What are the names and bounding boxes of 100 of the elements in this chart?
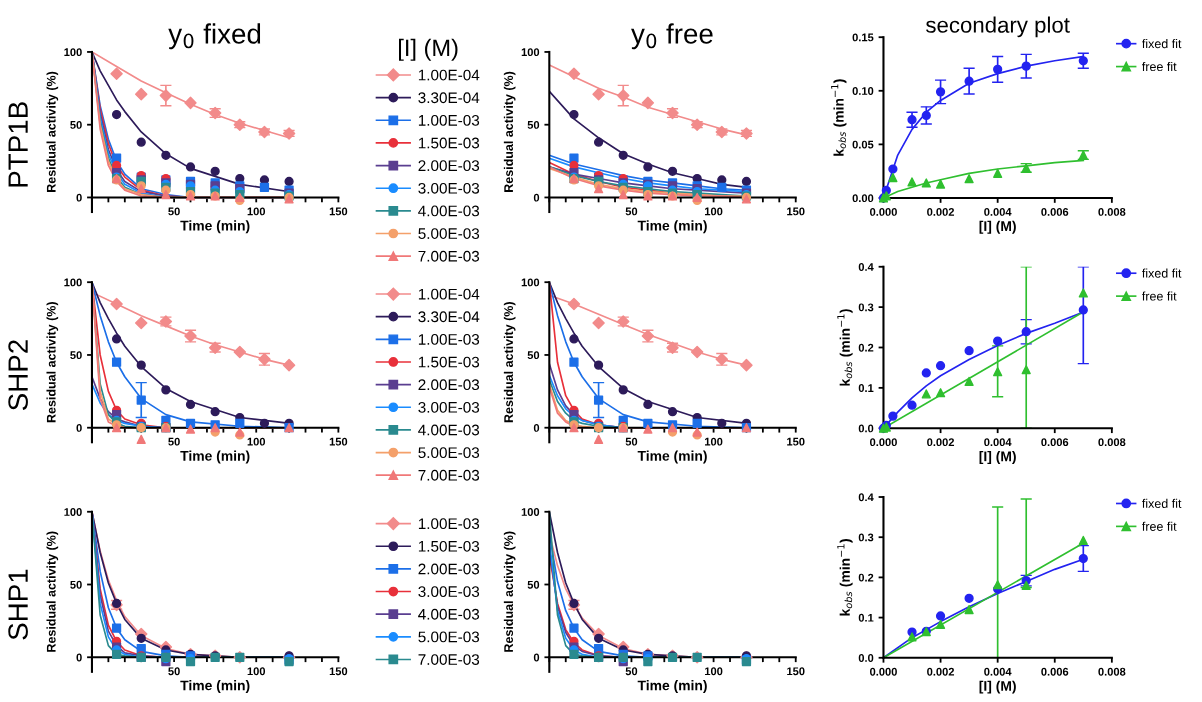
- x-tick-label: 50: [625, 667, 638, 676]
- y-tick-label: 0.15: [852, 33, 874, 42]
- y-tick-label: 0.3: [858, 533, 874, 542]
- y-axis-title: k$_{obs}$ (min$^{−1}$): [837, 539, 853, 616]
- x-tick-label: 0.008: [1098, 438, 1126, 447]
- x-axis-title: Time (min): [637, 450, 707, 464]
- y-axis-title: Residual activity (%): [46, 531, 59, 652]
- x-tick-label: 150: [329, 207, 348, 216]
- y-tick-label: 0.0: [858, 654, 874, 662]
- y-axis-title: Residual activity (%): [46, 71, 59, 192]
- x-tick-label: 50: [168, 207, 180, 216]
- x-axis-title: Time (min): [637, 220, 707, 234]
- y-axis-title: Residual activity (%): [503, 71, 516, 192]
- y-tick-label: 100: [521, 508, 540, 516]
- x-tick-label: 0.002: [927, 438, 955, 447]
- legend-label: 7.00E-03: [418, 250, 480, 262]
- x-tick-label: 0.002: [927, 207, 955, 216]
- x-axis-title: Time (min): [180, 680, 250, 694]
- x-tick-label: 100: [705, 437, 723, 446]
- x-tick-label: 0.004: [984, 207, 1012, 216]
- y-tick-label: 0.2: [858, 573, 874, 582]
- y-tick-label: 50: [70, 120, 82, 129]
- y-tick-label: 100: [521, 48, 540, 57]
- y-tick-label: 0: [533, 653, 540, 662]
- legend-label: 5.00E-03: [418, 447, 480, 459]
- x-tick-label: 150: [329, 437, 348, 446]
- x-tick-label: 0.006: [1041, 207, 1069, 216]
- legend-label: fixed fit: [1142, 268, 1182, 278]
- legend-label: 1.00E-03: [418, 114, 480, 126]
- y-tick-label: 50: [70, 351, 82, 360]
- x-tick-label: 150: [329, 667, 348, 676]
- y-tick-label: 50: [527, 120, 540, 129]
- x-axis-title: [I] (M): [979, 680, 1016, 694]
- legend-label: 2.00E-03: [418, 563, 480, 575]
- legend-label: 1.50E-03: [418, 356, 480, 368]
- y-tick-label: 0: [533, 423, 540, 432]
- y-tick-label: 0.4: [858, 263, 874, 271]
- y-tick-label: 0.3: [858, 303, 874, 312]
- legend-label: 5.00E-03: [418, 631, 480, 643]
- x-tick-label: 0.004: [984, 438, 1012, 447]
- x-axis-title: [I] (M): [979, 451, 1016, 465]
- y-axis-title: Residual activity (%): [503, 531, 516, 652]
- y-tick-label: 0.00: [852, 194, 874, 203]
- chart-title: secondary plot: [926, 16, 1070, 38]
- legend-label: free fit: [1142, 521, 1177, 531]
- y-tick-label: 50: [527, 580, 540, 589]
- x-tick-label: 0.002: [927, 667, 955, 676]
- legend-label: 1.00E-04: [418, 288, 480, 300]
- y-tick-label: 0: [533, 193, 540, 202]
- x-tick-label: 150: [787, 207, 805, 216]
- legend-label: fixed fit: [1142, 38, 1182, 49]
- y-tick-label: 0.2: [858, 343, 874, 352]
- y-axis-title: Residual activity (%): [503, 302, 516, 423]
- text: SHP2: [8, 340, 28, 411]
- x-tick-label: 100: [705, 207, 723, 216]
- legend-label: 1.50E-03: [418, 137, 480, 149]
- legend-label: 4.00E-03: [418, 205, 480, 217]
- legend-label: 2.00E-03: [418, 160, 480, 172]
- text: PTP1B: [8, 102, 28, 187]
- chart-title: y$_{0}$ free: [631, 23, 713, 50]
- x-tick-label: 50: [168, 437, 180, 446]
- x-tick-label: 0.006: [1041, 667, 1069, 676]
- y-tick-label: 100: [64, 48, 82, 57]
- x-tick-label: 50: [168, 667, 180, 676]
- y-tick-label: 100: [521, 278, 540, 287]
- legend-label: 7.00E-03: [418, 469, 480, 481]
- y-axis-title: k$_{obs}$ (min$^{−1}$): [831, 79, 847, 156]
- legend-label: 7.00E-03: [418, 654, 480, 665]
- x-tick-label: 0.000: [870, 207, 897, 216]
- legend-label: 3.00E-03: [418, 401, 480, 413]
- y-tick-label: 0.05: [852, 140, 874, 149]
- x-tick-label: 0.006: [1041, 438, 1069, 447]
- legend-label: 1.00E-03: [418, 334, 480, 345]
- legend-label: free fit: [1142, 291, 1177, 301]
- legend-label: 1.00E-04: [418, 69, 480, 81]
- y-tick-label: 0: [76, 193, 82, 202]
- y-tick-label: 0.1: [858, 613, 874, 622]
- y-tick-label: 0: [76, 653, 82, 662]
- y-tick-label: 100: [64, 508, 82, 516]
- legend-label: 3.30E-04: [418, 311, 480, 323]
- x-tick-label: 100: [247, 667, 266, 676]
- legend-label: 1.00E-03: [418, 518, 480, 530]
- text: SHP1: [8, 569, 28, 640]
- legend-label: 3.00E-03: [418, 182, 480, 194]
- x-tick-label: 150: [787, 437, 805, 446]
- y-tick-label: 100: [64, 278, 82, 287]
- y-tick-label: 0.4: [858, 493, 874, 502]
- y-axis-title: k$_{obs}$ (min$^{−1}$): [837, 309, 853, 386]
- y-tick-label: 50: [70, 580, 82, 589]
- legend-label: 3.00E-03: [418, 586, 480, 598]
- x-axis-title: Time (min): [180, 450, 250, 464]
- chart-title: y$_{0}$ fixed: [168, 23, 261, 50]
- legend-label: 2.00E-03: [418, 379, 480, 391]
- legend-label: 3.30E-04: [418, 92, 480, 104]
- x-axis-title: Time (min): [180, 220, 250, 234]
- x-tick-label: 150: [787, 667, 805, 676]
- x-tick-label: 0.004: [984, 667, 1012, 676]
- x-tick-label: 100: [247, 437, 266, 446]
- x-tick-label: 0.008: [1098, 667, 1126, 676]
- x-axis-title: [I] (M): [979, 220, 1016, 234]
